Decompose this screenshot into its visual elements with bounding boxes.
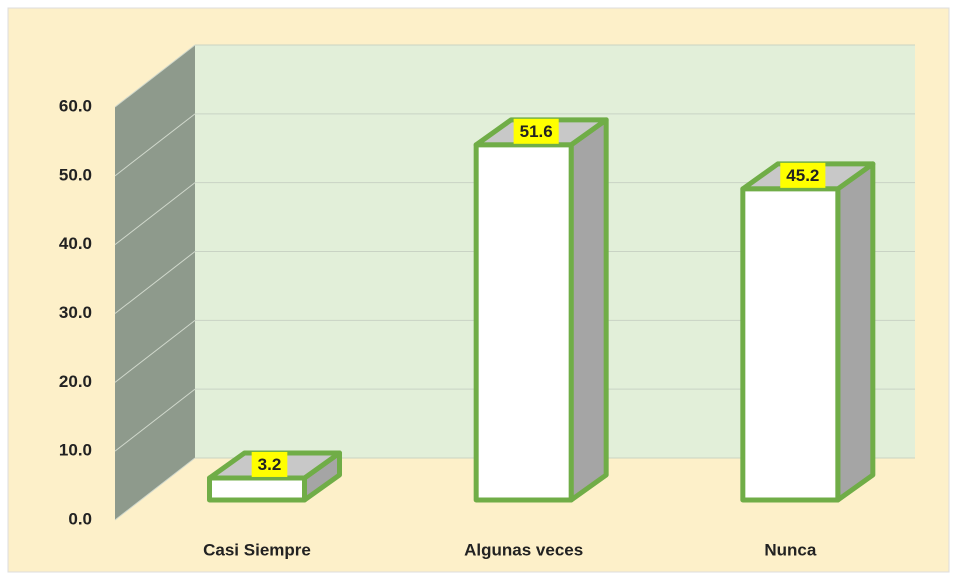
x-tick-label: Casi Siempre bbox=[203, 540, 311, 559]
value-label: 51.6 bbox=[520, 122, 553, 141]
grid-line bbox=[114, 182, 196, 246]
bar-face bbox=[473, 142, 574, 503]
value-label-bg bbox=[513, 118, 559, 144]
bar-face bbox=[568, 117, 609, 503]
grid-line bbox=[114, 44, 196, 108]
y-tick-label: 40.0 bbox=[59, 234, 92, 253]
y-tick-label: 0.0 bbox=[68, 509, 92, 528]
value-label: 3.2 bbox=[258, 455, 282, 474]
grid-line bbox=[114, 251, 196, 314]
x-tick-label: Nunca bbox=[764, 540, 817, 559]
y-tick-label: 10.0 bbox=[59, 441, 92, 460]
bar-face bbox=[740, 186, 841, 503]
value-label: 45.2 bbox=[786, 166, 819, 185]
value-label-bg bbox=[780, 162, 826, 188]
y-tick-label: 20.0 bbox=[59, 372, 92, 391]
x-tick-label: Algunas veces bbox=[464, 540, 583, 559]
bar-face bbox=[207, 475, 307, 503]
grid-line bbox=[114, 113, 196, 177]
bar bbox=[740, 161, 876, 503]
y-tick-label: 60.0 bbox=[59, 96, 92, 115]
grid-line bbox=[114, 319, 196, 383]
y-tick-label: 50.0 bbox=[59, 165, 92, 184]
value-label-bg bbox=[251, 451, 288, 477]
bar-face bbox=[835, 161, 876, 503]
grid-line bbox=[114, 388, 196, 452]
y-tick-label: 30.0 bbox=[59, 303, 92, 322]
grid-line bbox=[114, 457, 196, 521]
bar bbox=[473, 117, 609, 503]
